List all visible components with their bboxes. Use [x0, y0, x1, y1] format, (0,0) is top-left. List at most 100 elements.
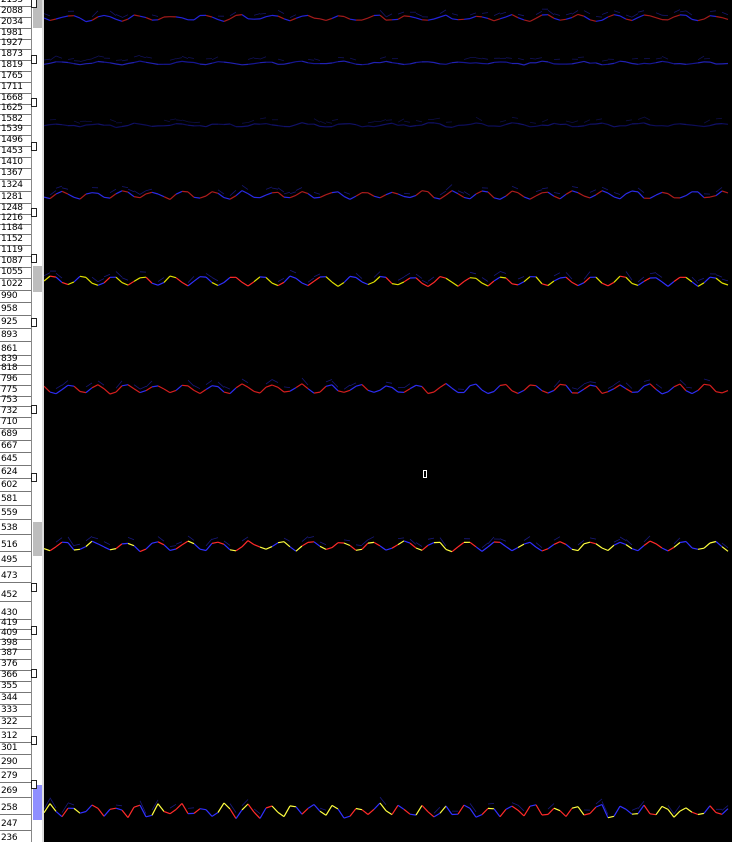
trace-segment — [355, 807, 363, 811]
trace-segment — [85, 276, 93, 284]
trace-echo — [187, 57, 195, 59]
trace-segment — [139, 60, 147, 63]
axis-tick-line — [0, 754, 31, 755]
track-marker[interactable] — [31, 318, 37, 327]
trace-echo — [589, 189, 597, 193]
trace-segment — [439, 805, 447, 814]
trace-segment — [181, 190, 189, 193]
axis-tick-label: 301 — [1, 743, 18, 753]
trace-echo — [145, 188, 153, 192]
trace-echo — [133, 384, 141, 390]
trace-segment — [199, 125, 207, 128]
pitch-trace-plot[interactable] — [44, 0, 732, 842]
axis-tick-label: 1248 — [1, 203, 23, 213]
trace-segment — [619, 60, 627, 63]
axis-tick-label: 322 — [1, 717, 18, 727]
axis-tick: 2088 — [0, 6, 31, 18]
trace-segment — [673, 810, 681, 818]
trace-segment — [103, 276, 111, 284]
axis-tick-label: 559 — [1, 508, 18, 518]
trace-echo — [541, 187, 549, 190]
trace-echo — [397, 276, 405, 281]
pitch-trace — [44, 269, 729, 288]
trace-segment — [613, 14, 621, 17]
trace-segment — [91, 60, 99, 64]
axis-tick-label: 1410 — [1, 157, 23, 167]
trace-echo — [115, 59, 123, 61]
track-marker[interactable] — [31, 473, 37, 482]
scroll-thumb[interactable] — [33, 785, 43, 820]
trace-echo — [241, 378, 249, 384]
axis-tick: 990 — [0, 291, 31, 303]
trace-segment — [379, 14, 387, 21]
pitch-scroll-track[interactable] — [31, 0, 43, 842]
track-marker[interactable] — [31, 142, 37, 151]
axis-tick-label: 2153 — [1, 0, 23, 5]
track-marker[interactable] — [31, 669, 37, 678]
trace-segment — [709, 123, 717, 127]
track-marker[interactable] — [31, 405, 37, 414]
track-marker[interactable] — [31, 98, 37, 107]
trace-echo — [535, 10, 543, 15]
trace-echo — [415, 13, 423, 17]
trace-segment — [715, 190, 723, 197]
trace-segment — [397, 804, 405, 810]
trace-echo — [655, 272, 663, 278]
trace-segment — [703, 125, 711, 128]
axis-tick-line — [0, 245, 31, 246]
axis-tick-line — [0, 681, 31, 682]
track-marker[interactable] — [31, 780, 37, 789]
track-marker[interactable] — [31, 208, 37, 217]
scroll-thumb[interactable] — [33, 266, 43, 292]
trace-segment — [601, 122, 609, 126]
trace-segment — [379, 802, 387, 812]
trace-segment — [715, 277, 723, 284]
track-marker[interactable] — [31, 583, 37, 592]
trace-segment — [55, 810, 63, 818]
track-marker[interactable] — [31, 254, 37, 263]
trace-segment — [607, 388, 615, 393]
axis-tick-label: 1981 — [1, 28, 23, 38]
axis-tick: 430 — [0, 608, 31, 620]
trace-segment — [133, 196, 141, 199]
trace-segment — [44, 803, 51, 814]
trace-segment — [469, 808, 477, 818]
trace-echo — [613, 380, 621, 386]
trace-segment — [721, 546, 729, 552]
trace-segment — [691, 811, 699, 816]
trace-echo — [97, 380, 105, 386]
axis-tick-label: 398 — [1, 638, 18, 648]
track-marker[interactable] — [31, 736, 37, 745]
axis-tick-label: 796 — [1, 374, 18, 384]
trace-segment — [337, 15, 345, 18]
trace-echo — [319, 541, 327, 546]
track-marker[interactable] — [31, 626, 37, 635]
trace-echo — [595, 118, 603, 121]
axis-tick-label: 355 — [1, 681, 18, 691]
trace-segment — [145, 542, 153, 550]
axis-tick-label: 258 — [1, 803, 18, 813]
track-marker[interactable] — [31, 0, 37, 8]
trace-echo — [127, 537, 135, 541]
trace-segment — [187, 280, 195, 287]
trace-segment — [655, 60, 663, 64]
trace-segment — [529, 804, 537, 807]
trace-echo — [247, 57, 255, 60]
trace-segment — [391, 386, 399, 393]
trace-segment — [625, 18, 633, 22]
trace-segment — [223, 802, 231, 810]
scroll-thumb[interactable] — [33, 0, 43, 28]
track-marker[interactable] — [31, 55, 37, 64]
trace-segment — [343, 542, 351, 547]
trace-segment — [547, 61, 555, 65]
trace-segment — [559, 18, 567, 21]
playhead-cursor[interactable] — [423, 470, 427, 478]
axis-tick: 398 — [0, 638, 31, 650]
scroll-thumb[interactable] — [33, 522, 43, 556]
axis-tick-label: 818 — [1, 363, 18, 373]
axis-tick: 516 — [0, 540, 31, 552]
trace-segment — [133, 277, 141, 282]
trace-segment — [133, 60, 141, 64]
trace-segment — [121, 384, 129, 387]
